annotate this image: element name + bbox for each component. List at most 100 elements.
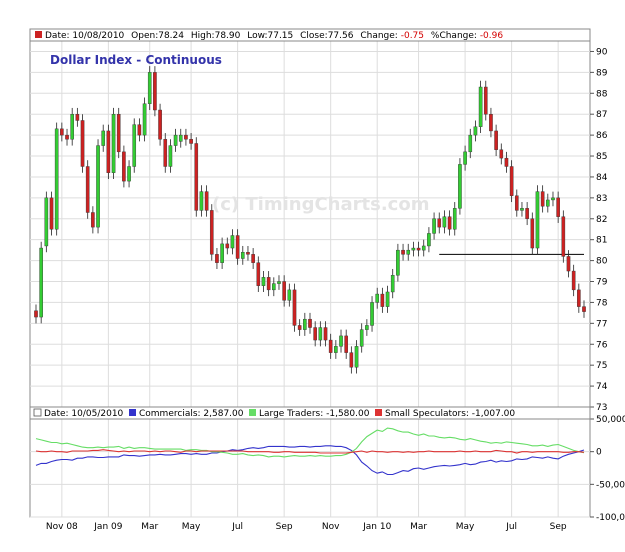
candle-up — [101, 130, 106, 146]
candle-down — [85, 166, 90, 213]
candle-down — [530, 218, 535, 249]
candle-down — [571, 270, 576, 291]
candle-up — [421, 245, 426, 251]
candle-up — [272, 283, 276, 291]
price-header-bar — [29, 28, 591, 42]
candle-down — [328, 339, 333, 353]
candle-down — [577, 289, 581, 307]
candle-up — [147, 72, 152, 104]
x-tick-label: Sep — [276, 522, 293, 532]
candle-down — [489, 113, 493, 132]
candle-down — [163, 139, 168, 167]
commercials-swatch — [129, 409, 136, 416]
candle-up — [390, 275, 395, 293]
cot-header-small: Small Speculators: -1,007.00 — [385, 409, 515, 419]
cot-y-tick-label: 0 — [596, 448, 602, 458]
candle-down — [514, 195, 519, 211]
candle-up — [168, 145, 173, 167]
candle-down — [251, 254, 255, 263]
price-y-tick-label: 79 — [596, 278, 608, 288]
large-traders-line — [35, 427, 585, 458]
candle-down — [65, 134, 69, 140]
x-tick-label: Jan 10 — [362, 522, 391, 532]
candle-up — [452, 208, 457, 230]
candle-down — [122, 151, 126, 182]
price-y-tick-label: 90 — [596, 47, 608, 57]
candle-up — [199, 191, 204, 211]
candle-down — [437, 218, 442, 228]
hdr-pct-value: -0.96 — [480, 31, 504, 41]
candle-down — [80, 120, 85, 167]
price-y-tick-label: 88 — [596, 89, 608, 99]
price-y-tick-label: 82 — [596, 215, 607, 225]
price-header-text: Date: 10/08/2010 Open:78.24 High:78.90 L… — [45, 31, 503, 41]
candle-up — [220, 243, 224, 263]
hdr-high: High:78.90 — [191, 31, 241, 41]
candle-down — [256, 262, 261, 286]
candle-up — [432, 218, 436, 234]
price-y-tick-label: 86 — [596, 131, 608, 141]
candle-up — [375, 293, 380, 303]
candle-down — [204, 191, 209, 211]
candle-up — [551, 197, 555, 201]
cot-y-tick-label: -100,000 — [596, 513, 625, 523]
x-tick-label: May — [182, 522, 201, 532]
candle-down — [401, 249, 405, 255]
x-tick-label: Nov — [322, 522, 340, 532]
small-specs-swatch — [375, 409, 382, 416]
candle-up — [365, 325, 369, 330]
price-y-tick-label: 80 — [596, 257, 608, 267]
price-y-tick-label: 89 — [596, 68, 608, 78]
candle-up — [142, 103, 147, 136]
candle-up — [173, 134, 178, 146]
candle-up — [458, 164, 462, 209]
candle-up — [359, 329, 364, 347]
cot-lines-group — [35, 427, 585, 476]
x-tick-label: Jul — [505, 522, 517, 532]
candle-up — [44, 197, 49, 247]
x-tick-label: May — [456, 522, 475, 532]
candle-up — [132, 124, 137, 167]
x-tick-label: Jan 09 — [93, 522, 122, 532]
candle-down — [525, 208, 529, 219]
candle-up — [178, 134, 183, 142]
candle-down — [137, 124, 142, 136]
candle-up — [240, 252, 245, 259]
price-y-tick-label: 78 — [596, 298, 608, 308]
candle-up — [54, 128, 59, 230]
price-y-ticks: 73 74 75 76 77 78 79 80 81 82 83 84 85 86 87 88 89 90 — [590, 47, 608, 413]
hdr-pct-label: %Change: — [431, 31, 477, 41]
candle-down — [582, 306, 586, 312]
candle-down — [561, 216, 566, 257]
candle-up — [463, 151, 467, 165]
candle-up — [70, 113, 74, 140]
hdr-low: Low:77.15 — [247, 31, 293, 41]
candle-up — [411, 247, 416, 251]
small-speculators-line — [35, 449, 585, 454]
candle-down — [540, 191, 545, 207]
candle-up — [478, 86, 483, 127]
cot-gridlines — [30, 418, 590, 518]
cot-y-tick-label: 50,000 — [596, 415, 625, 425]
cot-y-ticks: 50,000 0 -50,000 -100,000 — [590, 415, 625, 523]
cot-header-large: Large Traders: -1,580.00 — [259, 409, 370, 419]
price-y-tick-label: 75 — [596, 361, 607, 371]
candle-down — [194, 143, 199, 211]
price-panel-frame — [29, 28, 591, 408]
candle-up — [39, 247, 43, 318]
candle-down — [184, 134, 188, 140]
candle-up — [370, 302, 374, 326]
x-tick-label: Mar — [141, 522, 158, 532]
candle-up — [468, 134, 473, 153]
candle-up — [261, 277, 266, 286]
cot-date-swatch — [33, 408, 42, 417]
candle-up — [303, 318, 307, 330]
candle-up — [111, 113, 116, 173]
candle-up — [318, 327, 323, 341]
candle-down — [499, 149, 504, 159]
candle-down — [49, 197, 54, 230]
x-ticks: Nov 08 Jan 09 Mar May Jul Sep Nov Jan 10 Mar May J… — [46, 522, 567, 532]
x-tick-label: Jul — [231, 522, 243, 532]
